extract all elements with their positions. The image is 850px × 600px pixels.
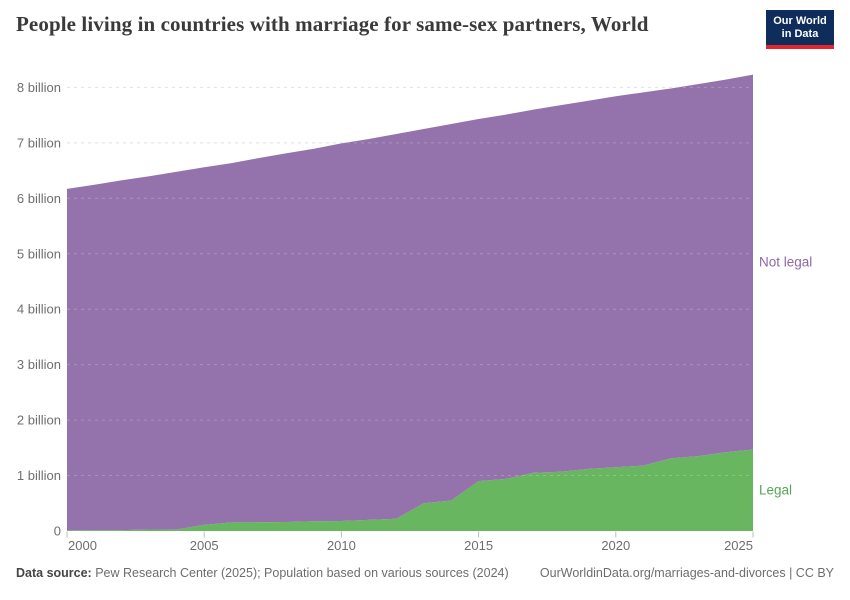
x-tick-label: 2015	[464, 538, 493, 553]
area-legal	[67, 449, 753, 531]
data-source-note: Data source: Pew Research Center (2025);…	[16, 566, 509, 580]
y-tick-label: 4 billion	[17, 302, 61, 317]
series-label-not-legal: Not legal	[759, 255, 812, 270]
y-tick-label: 3 billion	[17, 357, 61, 372]
data-source-text: Pew Research Center (2025); Population b…	[95, 566, 509, 580]
x-tick-label: 2005	[190, 538, 219, 553]
page-title: People living in countries with marriage…	[16, 12, 649, 36]
footer: Data source: Pew Research Center (2025);…	[16, 566, 834, 580]
stacked-area-chart[interactable]: Legal Not legal 0 1 billion 2 billion 3 billi…	[0, 60, 850, 560]
x-tick-label: 2010	[327, 538, 356, 553]
gridlines-over	[67, 86, 753, 477]
area-series	[67, 74, 753, 531]
y-tick-label: 0	[54, 524, 61, 539]
owid-cc-by-link[interactable]: OurWorldinData.org/marriages-and-divorce…	[539, 566, 834, 580]
owid-logo[interactable]: Our World in Data	[766, 10, 834, 49]
x-tick-label: 2025	[724, 538, 753, 553]
y-tick-label: 6 billion	[17, 191, 61, 206]
data-source-label: Data source:	[16, 566, 92, 580]
y-tick-label: 1 billion	[17, 468, 61, 483]
x-tick-label: 2000	[68, 538, 97, 553]
owid-logo-line1: Our World	[773, 15, 827, 27]
y-tick-label: 8 billion	[17, 80, 61, 95]
x-tick-label: 2020	[601, 538, 630, 553]
y-tick-label: 7 billion	[17, 135, 61, 150]
axes: Legal Not legal 0 1 billion 2 billion 3 billi…	[17, 80, 812, 553]
area-not-legal	[67, 74, 753, 531]
y-tick-label: 5 billion	[17, 246, 61, 261]
y-tick-label: 2 billion	[17, 413, 61, 428]
owid-logo-line2: in Data	[781, 28, 819, 40]
series-label-legal: Legal	[759, 483, 792, 498]
